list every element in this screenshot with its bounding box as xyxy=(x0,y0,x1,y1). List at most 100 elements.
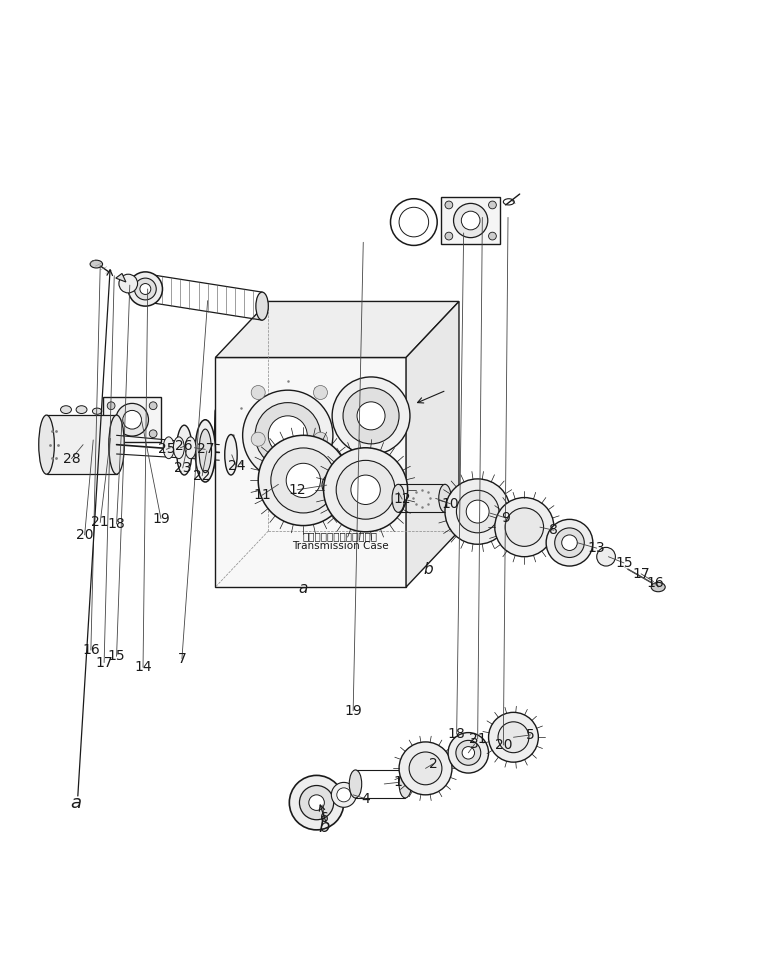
Ellipse shape xyxy=(336,461,395,520)
Ellipse shape xyxy=(140,283,151,294)
Text: 8: 8 xyxy=(550,523,558,537)
Ellipse shape xyxy=(299,786,333,819)
Polygon shape xyxy=(116,274,126,282)
Ellipse shape xyxy=(399,742,452,795)
Ellipse shape xyxy=(489,712,538,763)
Ellipse shape xyxy=(177,425,192,475)
Ellipse shape xyxy=(149,430,157,438)
Text: 15: 15 xyxy=(108,650,126,663)
Text: 10: 10 xyxy=(441,496,459,511)
Ellipse shape xyxy=(107,402,115,410)
Text: 12: 12 xyxy=(394,492,411,506)
Text: 14: 14 xyxy=(134,660,152,674)
Text: 16: 16 xyxy=(82,643,100,657)
Ellipse shape xyxy=(327,478,341,492)
Text: 21: 21 xyxy=(91,516,109,529)
Ellipse shape xyxy=(225,435,237,475)
Ellipse shape xyxy=(271,448,336,513)
Ellipse shape xyxy=(546,520,593,566)
Ellipse shape xyxy=(555,528,584,557)
Ellipse shape xyxy=(597,548,615,566)
Ellipse shape xyxy=(466,500,489,523)
Text: 17: 17 xyxy=(633,567,650,581)
Text: トランスミッションケース: トランスミッションケース xyxy=(302,531,377,542)
Text: 7: 7 xyxy=(177,652,187,666)
Polygon shape xyxy=(216,302,459,358)
Text: 1: 1 xyxy=(394,775,403,790)
Ellipse shape xyxy=(651,582,665,592)
Ellipse shape xyxy=(173,437,184,459)
Ellipse shape xyxy=(255,403,320,468)
Ellipse shape xyxy=(313,386,327,399)
Text: 13: 13 xyxy=(588,541,605,555)
Text: 4: 4 xyxy=(362,791,370,806)
Text: a: a xyxy=(70,793,80,812)
Ellipse shape xyxy=(116,403,148,436)
Ellipse shape xyxy=(456,491,499,533)
Polygon shape xyxy=(216,358,406,587)
Ellipse shape xyxy=(322,472,347,497)
Polygon shape xyxy=(47,415,116,474)
Text: 3: 3 xyxy=(470,737,479,751)
Ellipse shape xyxy=(147,275,159,303)
Ellipse shape xyxy=(392,484,405,512)
Ellipse shape xyxy=(286,464,320,497)
Ellipse shape xyxy=(251,432,266,446)
Ellipse shape xyxy=(134,278,156,300)
Text: 21: 21 xyxy=(469,732,487,746)
Ellipse shape xyxy=(308,795,324,811)
Ellipse shape xyxy=(448,733,489,773)
Text: 22: 22 xyxy=(194,469,211,483)
Ellipse shape xyxy=(439,484,451,512)
Ellipse shape xyxy=(185,437,196,459)
Ellipse shape xyxy=(119,274,137,293)
Ellipse shape xyxy=(445,232,453,240)
Text: 20: 20 xyxy=(76,528,94,542)
Text: 26: 26 xyxy=(176,440,193,453)
Ellipse shape xyxy=(39,415,55,474)
Ellipse shape xyxy=(357,402,385,430)
Ellipse shape xyxy=(489,232,497,240)
Ellipse shape xyxy=(269,415,307,455)
Ellipse shape xyxy=(332,377,410,455)
Text: 19: 19 xyxy=(152,512,169,525)
Ellipse shape xyxy=(409,752,442,785)
Text: 6: 6 xyxy=(320,811,329,825)
Polygon shape xyxy=(441,198,500,244)
Ellipse shape xyxy=(195,419,216,482)
Ellipse shape xyxy=(259,436,348,525)
Ellipse shape xyxy=(243,390,333,480)
Ellipse shape xyxy=(61,406,71,414)
Text: a: a xyxy=(298,581,308,596)
Text: 12: 12 xyxy=(288,483,306,496)
Text: 18: 18 xyxy=(448,727,465,741)
Ellipse shape xyxy=(462,746,475,759)
Text: 27: 27 xyxy=(197,442,214,456)
Text: 19: 19 xyxy=(344,704,362,718)
Text: 17: 17 xyxy=(95,656,113,670)
Ellipse shape xyxy=(351,475,380,504)
Ellipse shape xyxy=(331,783,356,807)
Ellipse shape xyxy=(445,201,453,209)
Text: Transmission Case: Transmission Case xyxy=(291,541,388,550)
Text: 11: 11 xyxy=(253,488,271,502)
Ellipse shape xyxy=(149,402,157,410)
Ellipse shape xyxy=(123,411,141,429)
Text: 25: 25 xyxy=(158,442,175,456)
Ellipse shape xyxy=(343,388,399,443)
Ellipse shape xyxy=(90,260,102,268)
Ellipse shape xyxy=(505,508,544,547)
Ellipse shape xyxy=(107,430,115,438)
Ellipse shape xyxy=(128,272,162,307)
Polygon shape xyxy=(406,302,459,587)
Ellipse shape xyxy=(498,722,529,753)
Ellipse shape xyxy=(562,535,577,550)
Text: 9: 9 xyxy=(501,511,510,524)
Ellipse shape xyxy=(337,788,351,802)
Ellipse shape xyxy=(313,432,327,446)
Ellipse shape xyxy=(462,211,480,229)
Ellipse shape xyxy=(399,770,412,798)
Text: 5: 5 xyxy=(526,728,535,742)
Ellipse shape xyxy=(256,292,269,320)
Ellipse shape xyxy=(289,775,344,830)
